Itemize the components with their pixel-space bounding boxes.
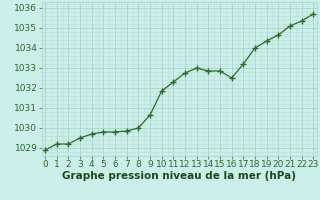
X-axis label: Graphe pression niveau de la mer (hPa): Graphe pression niveau de la mer (hPa) [62,171,296,181]
